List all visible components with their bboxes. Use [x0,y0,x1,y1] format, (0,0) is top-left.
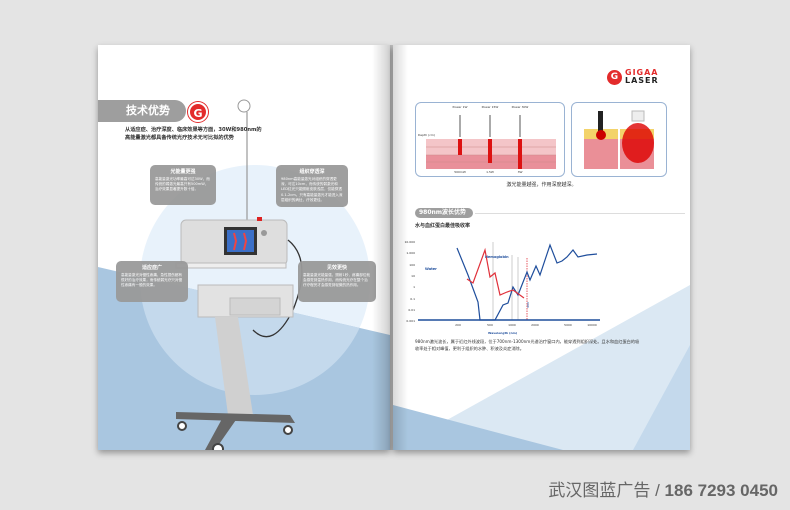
diagram-caption: 激光能量越强，作用深度越深。 [506,182,577,188]
legend-water: Water [425,267,437,271]
bottom-label: 1.5W [486,170,494,174]
callout-stronger-energy: 光能量更强 高能量激光功率最高可达30W，而传统的弱激光最高只有500mW，治疗… [150,165,216,205]
x-tick-label: 1000 [508,323,516,327]
legend-hemoglobin: Hemoglobin [485,255,509,259]
callout-title: 光能量更强 [170,169,196,175]
y-tick-label: 0.01 [408,307,415,312]
depth-label: Depth (cm) [418,133,436,137]
gigaa-laser-logo: G GIGAA LASER [607,69,659,85]
marker-980-label: 980 [525,302,530,308]
left-page-background [98,99,390,450]
footer-company: 武汉图蓝广告 / [548,481,665,500]
x-tick-label: 500 [487,323,493,327]
section-title: 技术优势 [98,100,186,122]
bottom-label: 3W [517,170,523,174]
laser-device-image [175,99,303,450]
y-tick-label: 0.001 [406,319,415,324]
callout-body: 高能量激光功率最高可达30W，而传统的弱激光最高只有500mW，治疗效果显著提升… [155,177,210,192]
footer-contact: 武汉图蓝广告 / 186 7293 0450 [548,476,778,501]
callout-wide-indications: 适应症广 高能量激光对慢性疼痛、急性损伤都有很好的治疗效果，而传统弱光疗只对慢性… [116,261,188,302]
bottom-label: 500mW [454,170,466,174]
power-depth-diagram: Power 1W Power 15W Power 30W Depth (cm) … [415,102,565,177]
section-divider [475,213,685,214]
right-brochure-page: G GIGAA LASER Power 1W Power 15W Power 3… [393,45,690,450]
description-paragraph: 980nm激光波长，属于近红外线波段，位于700nm-1300nm光谱治疗窗口内… [415,339,640,351]
x-tick-label: 5000 [564,323,572,327]
callout-body: 980nm高能量激光对组织的穿透更深，可达10cm，而传统的弱激光和LED红光只… [281,177,343,202]
x-axis-label: Wavelength (nm) [488,331,518,335]
brand-logo-icon: G [188,102,208,122]
tissue-penetration-diagram [571,102,667,177]
footer-phone: 186 7293 0450 [664,481,778,500]
left-brochure-page: 技术优势 G 从适应症、治疗深度、临床效果等方面，30W和980nm的高能量激光… [98,45,390,450]
y-tick-label: 1 [413,285,415,290]
intro-text: 从适应症、治疗深度、临床效果等方面，30W和980nm的高能量激光都具备传统光疗… [125,127,262,141]
logo-line2: LASER [625,76,659,85]
callout-title: 适应症广 [141,265,162,271]
section-title-980nm: 980nm波长优势 [415,208,473,218]
callout-body: 高能量激光对慢性疼痛、急性损伤都有很好的治疗效果，而传统弱光疗只对慢性疼痛有一般… [121,273,183,288]
power-label: Power 15W [481,105,499,109]
power-label: Power 30W [511,105,529,109]
logo-line1: GIGAA [625,68,659,77]
y-tick-label: 1.000 [406,251,415,256]
callout-body: 高能量激光能量强，照射1秒，疼痛部位就会感觉到温热作用，而传统光疗在整个治疗疗程… [303,273,370,288]
absorption-chart [418,242,600,321]
y-tick-label: 0.1 [410,296,415,301]
x-tick-label: 200 [455,323,461,327]
logo-mark-icon: G [607,69,622,85]
hemoglobin-curve [466,247,525,299]
chart-subtitle: 水与血红蛋白最佳吸收率 [415,223,471,229]
y-tick-label: 100 [409,262,415,267]
right-page-background [393,285,690,450]
power-label: Power 1W [452,105,468,109]
x-tick-label: 10000 [587,323,597,327]
y-tick-label: 10 [411,273,415,278]
callout-faster-effect: 见效更快 高能量激光能量强，照射1秒，疼痛部位就会感觉到温热作用，而传统光疗在整… [298,261,376,302]
y-tick-label: 10.000 [404,240,416,244]
callout-deep-penetration: 组织穿透深 980nm高能量激光对组织的穿透更深，可达10cm，而传统的弱激光和… [276,165,348,207]
x-tick-label: 2000 [531,323,539,327]
callout-title: 见效更快 [326,265,347,271]
callout-title: 组织穿透深 [299,169,325,175]
